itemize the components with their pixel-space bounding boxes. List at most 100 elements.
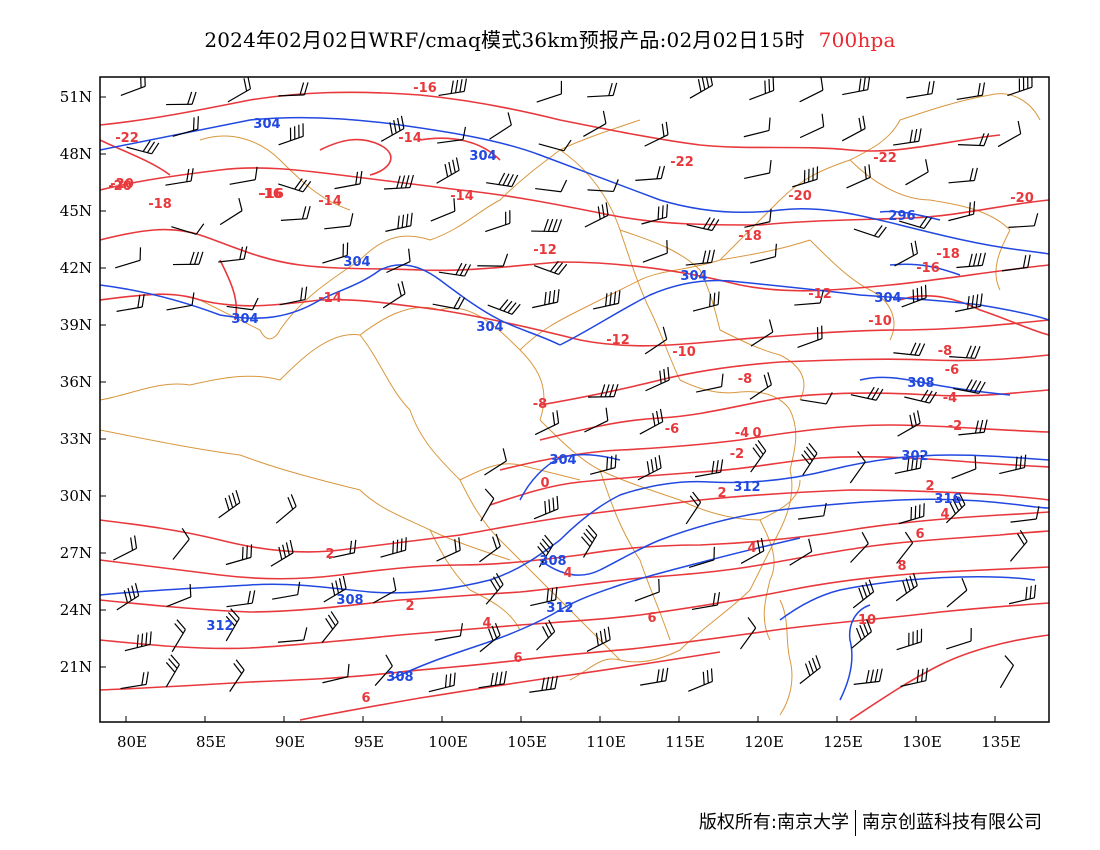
wind-barb [532,289,560,309]
wind-barb [587,82,618,98]
wind-barb [480,488,495,522]
wind-barb [958,133,990,147]
temperature-label: -14 [398,131,422,146]
temperature-label: 4 [940,507,949,522]
lat-tick-label: 36N [60,373,92,391]
wind-barb [383,174,414,190]
wind-barb [851,619,873,649]
wind-barb [692,291,720,312]
wind-barb [850,531,869,563]
wind-barb [946,577,968,608]
wind-barb [432,296,466,310]
wind-barb [113,535,138,561]
temperature-label: 8 [897,559,906,574]
height-label: 308 [907,376,934,391]
wind-barb [374,654,393,686]
wind-barb [904,389,937,404]
wind-barb [584,407,609,433]
temperature-label: -18 [936,247,960,262]
copyright-right: 南京创蓝科技有限公司 [862,812,1042,833]
wind-barb [218,490,241,519]
wind-barb [479,622,501,653]
temperature-label: -18 [148,197,172,212]
temperature-label: -12 [606,333,630,348]
wind-barb [688,668,713,692]
wind-barb [894,240,919,267]
height-label: 316 [934,492,961,507]
lat-tick-label: 27N [60,544,92,562]
wind-barb [749,372,772,400]
wind-barb [172,116,199,137]
wind-barb [229,659,245,692]
wind-barb [853,225,887,238]
temperature-label: 2 [717,486,726,501]
wind-barb [535,179,568,193]
wind-barb [797,502,827,520]
height-label: 296 [888,209,915,224]
wind-barb [477,253,509,267]
wind-barb [694,459,724,478]
longitude-axis: 80E 85E 90E 95E 100E 105E 110E 115E 120E 125E 130E… [117,716,1021,751]
wind-barb [896,531,914,564]
wind-barb [644,326,668,355]
wind-barb [438,78,467,97]
wind-barb [740,537,765,564]
wind-barb [275,494,297,524]
height-label: 304 [469,149,496,164]
lat-tick-label: 51N [60,88,92,106]
wind-barb [743,117,771,138]
temperature-label: 4 [747,541,756,556]
wind-barb [436,537,461,562]
temperature-label: -6 [665,422,679,437]
wind-barb [1007,77,1033,97]
wind-barb [1008,584,1037,605]
lon-tick-label: 85E [196,733,226,751]
wind-barb [172,527,190,560]
wind-barb [900,667,928,687]
wind-barb [486,172,519,188]
temperature-labels: -16-22-20-18-16-14-14 -14-14-12-12-10-8-8… [108,81,1034,706]
wind-barb [583,110,607,137]
copyright-footer: 版权所有:南京大学 南京创蓝科技有限公司 [699,808,1042,836]
wind-barb [277,627,308,643]
wind-barb [219,197,243,226]
wind-barb [906,80,935,99]
wind-barb [278,123,304,146]
wind-barb [479,533,501,563]
temperature-label: -16 [916,261,940,276]
footer-divider [855,810,856,836]
height-labels: 304 304 304 304 304 304 304 308 304 308 312 308 312 3… [206,117,961,685]
lon-tick-label: 90E [275,733,305,751]
wind-barb [852,579,875,609]
wind-barb [278,82,309,97]
temperature-label: -16 [413,81,437,96]
wind-barb [380,537,407,558]
wind-barb [946,628,972,650]
temperature-label: -16 [260,187,284,202]
wind-barb [744,159,772,180]
temperature-label: 6 [513,651,522,666]
height-label: 302 [901,449,928,464]
wind-barb [789,538,813,566]
wind-barb [278,178,312,193]
wind-barb [165,168,194,186]
wind-barb [637,455,662,481]
wind-barb [893,128,922,146]
wind-barb [218,246,248,263]
wind-barb [280,205,311,221]
lon-tick-label: 115E [665,733,705,751]
wind-barb [948,167,978,184]
wind-barb [487,299,521,315]
wind-barb [272,581,301,600]
wind-barb [999,655,1015,689]
wind-barb [536,619,556,651]
temperature-label: -20 [788,189,812,204]
wind-barb [538,139,572,152]
wind-barb [948,201,976,222]
wind-barb [536,80,563,103]
wind-barb [949,345,981,359]
wind-barb [380,115,405,142]
wind-barb [999,454,1027,475]
copyright-left: 版权所有:南京大学 [698,812,849,833]
wind-barb [897,410,921,437]
